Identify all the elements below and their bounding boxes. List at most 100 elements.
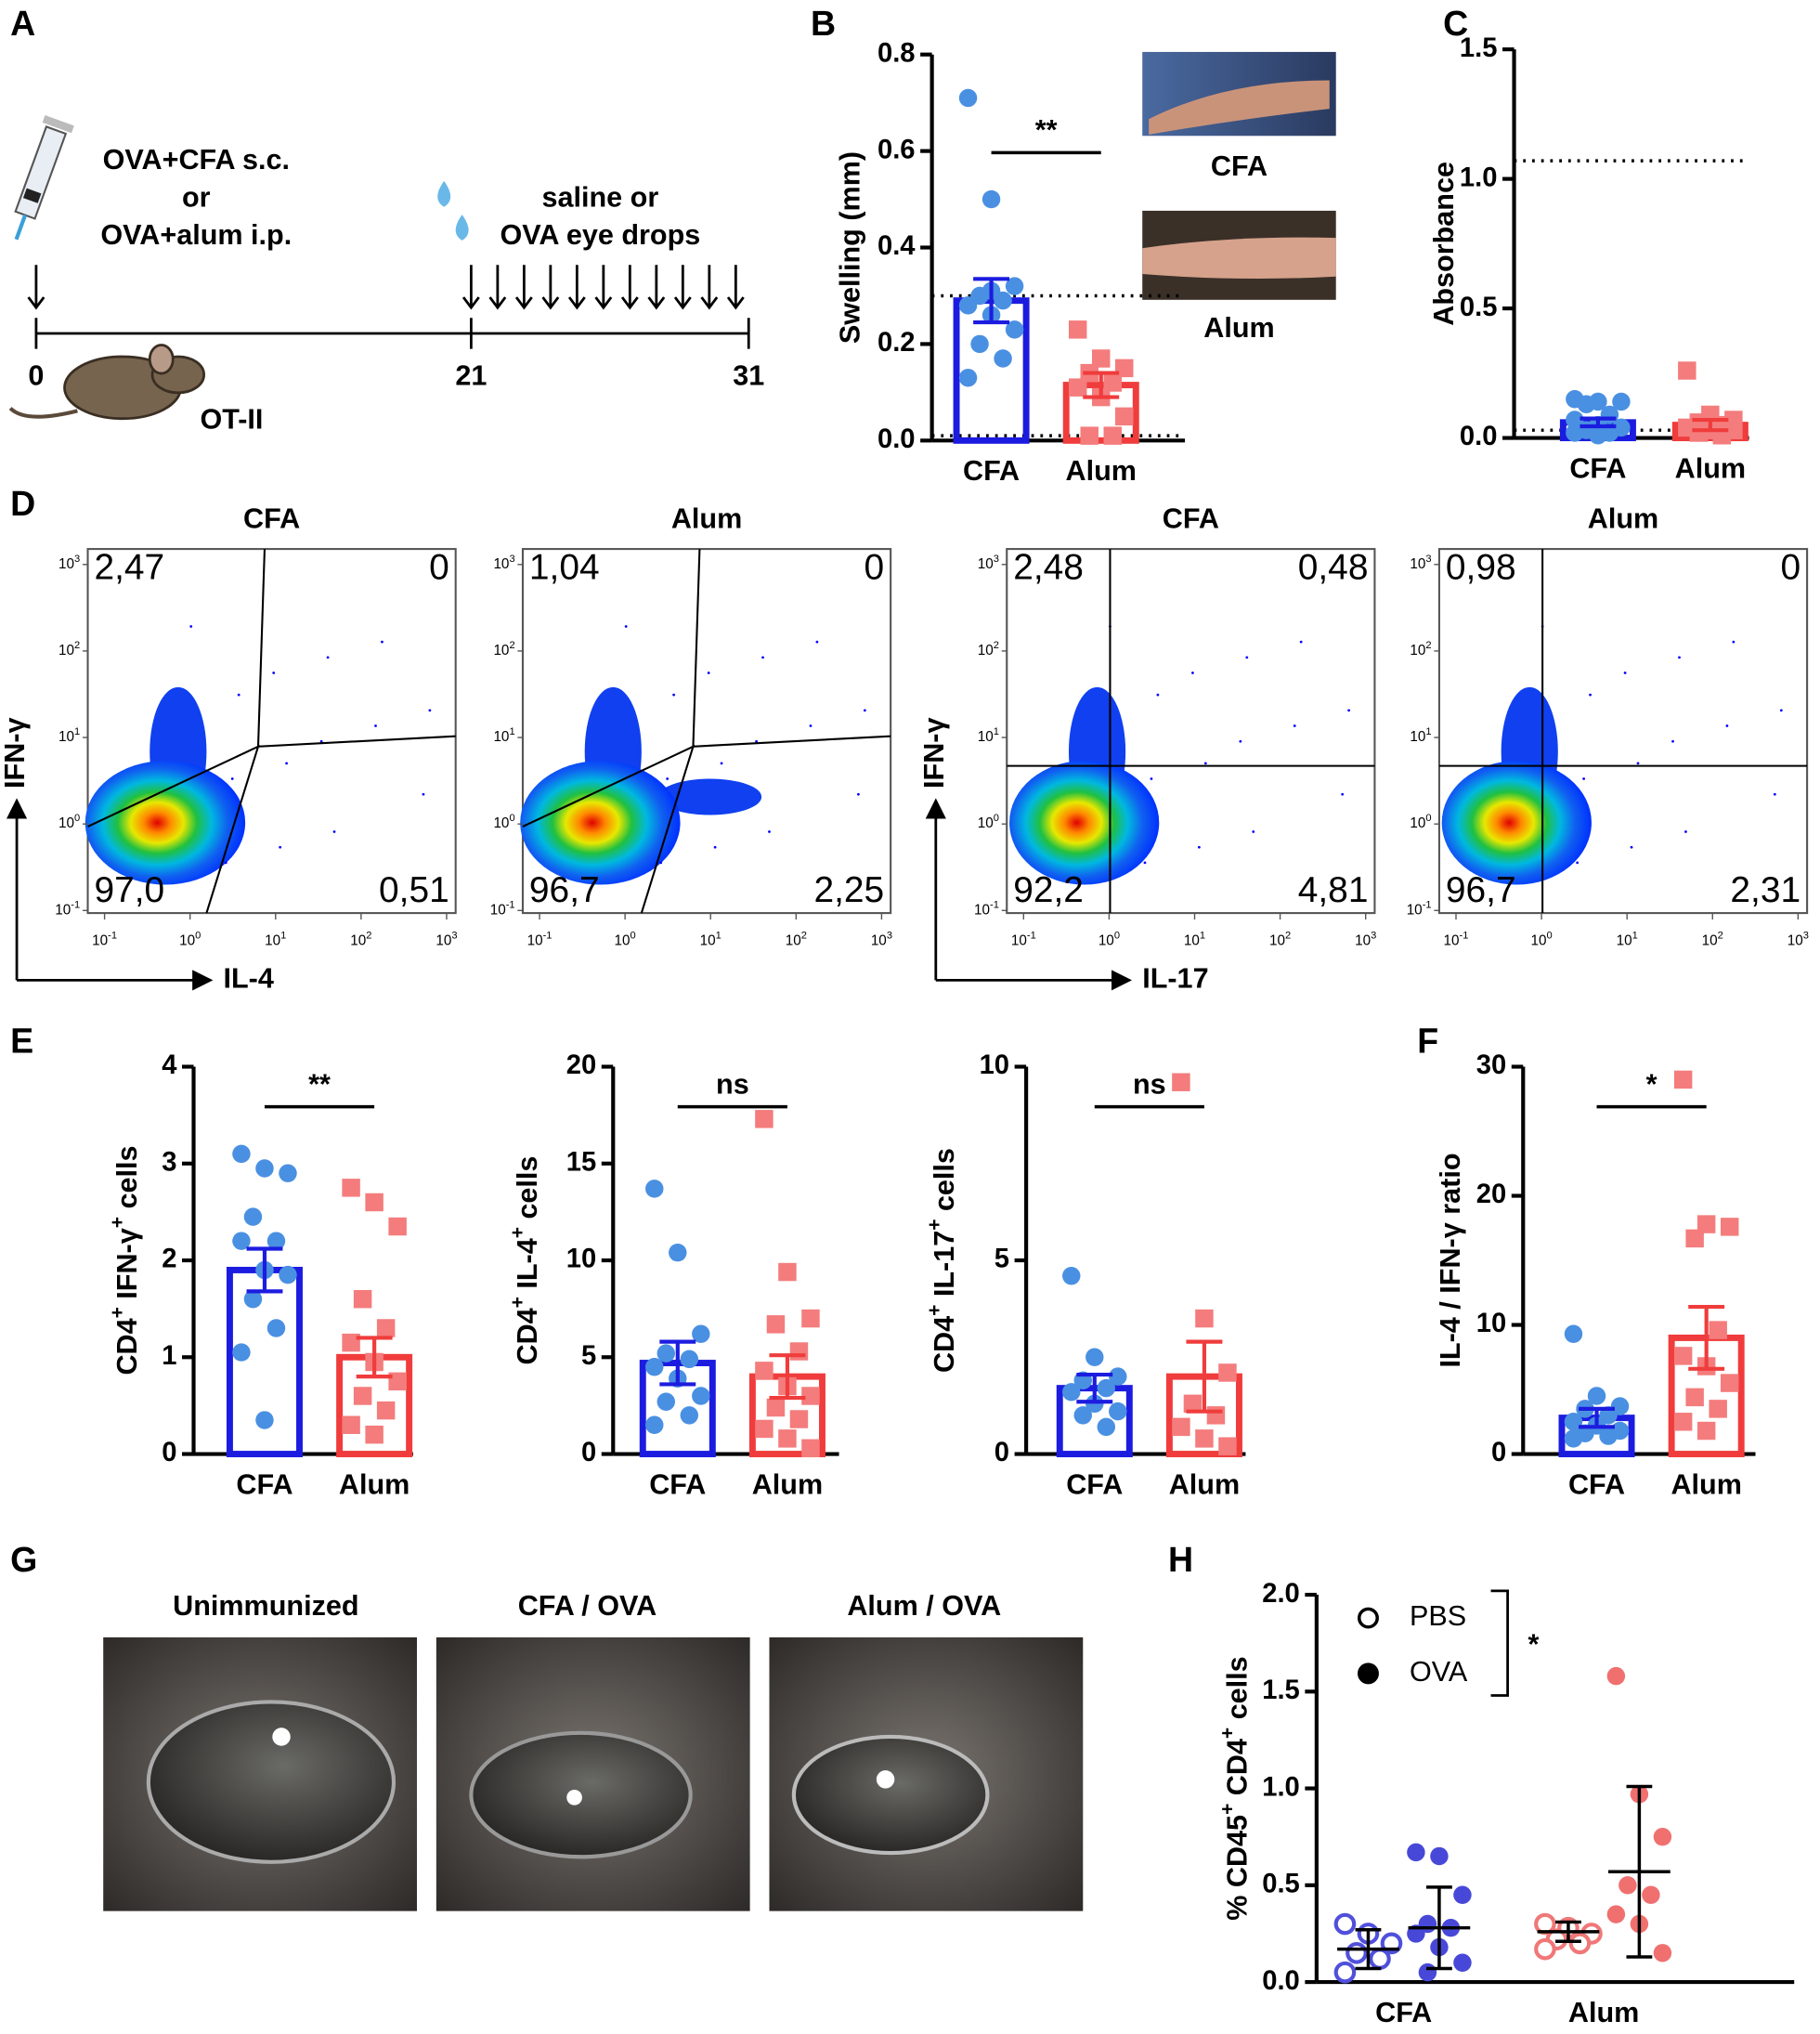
arrow xyxy=(462,265,480,310)
y-tick-label: 10 xyxy=(980,1050,1009,1080)
event-dot xyxy=(815,640,819,644)
y-tick-label: 10-1 xyxy=(490,899,515,918)
photo-label: CFA xyxy=(1211,150,1268,182)
data-point xyxy=(353,1290,372,1309)
data-point xyxy=(243,1290,263,1309)
event-dot xyxy=(1779,709,1783,712)
density xyxy=(1009,761,1160,885)
data-point xyxy=(1606,1666,1626,1686)
data-point xyxy=(1333,1961,1357,1984)
significance-label: ns xyxy=(716,1068,749,1100)
y-tick-label: 103 xyxy=(58,554,80,572)
tick-exponent: 2 xyxy=(1718,931,1723,942)
data-point xyxy=(645,1415,664,1434)
error-bar xyxy=(769,1353,806,1401)
quadrant-value: 2,47 xyxy=(94,548,164,588)
data-point xyxy=(1587,1387,1606,1405)
y-tick-label: 103 xyxy=(978,554,999,572)
data-point xyxy=(342,1179,360,1197)
data-point xyxy=(1689,424,1709,442)
y-tick-label: 103 xyxy=(1410,554,1431,572)
tick-exponent: -1 xyxy=(506,899,515,910)
data-point xyxy=(1195,1309,1214,1328)
photo-title: CFA / OVA xyxy=(518,1590,657,1622)
data-point xyxy=(1068,378,1087,397)
tick-base: 10 xyxy=(1410,729,1425,745)
density-lobe xyxy=(657,778,762,815)
photo-title: Unimmunized xyxy=(173,1590,358,1622)
event-dot xyxy=(230,777,234,780)
flow-y-label: IFN-γ xyxy=(918,718,950,789)
data-point xyxy=(1599,1427,1618,1445)
y-axis-label: Swelling (mm) xyxy=(835,151,866,344)
y-tick-label: 0.4 xyxy=(878,231,916,261)
flow-title: CFA xyxy=(1163,503,1219,535)
event-dot xyxy=(1623,671,1627,674)
data-point xyxy=(1709,1400,1727,1418)
data-point xyxy=(232,1343,251,1362)
event-dot xyxy=(374,724,377,727)
event-dot xyxy=(1191,671,1194,674)
tick-base: 10 xyxy=(871,933,887,949)
y-tick-label: 0.8 xyxy=(878,38,916,68)
tick-exponent: 2 xyxy=(509,640,514,651)
data-point xyxy=(755,1362,774,1380)
tick-base: 10 xyxy=(1444,933,1460,949)
x-tick-label: Alum xyxy=(339,1468,410,1500)
y-axis-label-part: cells xyxy=(111,1146,143,1218)
event-dot xyxy=(624,625,628,628)
event-dot xyxy=(659,861,663,865)
tick-exponent: 2 xyxy=(366,931,371,942)
y-tick-label: 102 xyxy=(493,640,514,658)
x-tick-label: CFA xyxy=(1066,1468,1123,1500)
data-point xyxy=(255,1411,274,1429)
legend-label: OVA xyxy=(1410,1656,1468,1688)
day-label: 31 xyxy=(733,359,764,391)
quadrant-value: 1,04 xyxy=(529,548,600,588)
data-point xyxy=(1642,1885,1660,1904)
error-bar xyxy=(1692,417,1729,433)
y-tick-label: 0.5 xyxy=(1460,293,1498,322)
event-dot xyxy=(1341,792,1345,796)
data-point xyxy=(388,1372,407,1391)
y-tick-label: 101 xyxy=(978,726,999,745)
data-point xyxy=(656,1344,676,1363)
data-point xyxy=(789,1342,809,1361)
x-tick-label: 10-1 xyxy=(527,931,552,949)
event-dot xyxy=(1773,792,1776,796)
y-tick-label: 100 xyxy=(493,813,514,831)
data-point xyxy=(778,1429,797,1448)
drops xyxy=(437,180,469,241)
x-tick-label: 101 xyxy=(1617,931,1638,949)
legend-marker xyxy=(1358,1607,1379,1629)
event-dot xyxy=(1197,845,1201,849)
mouse xyxy=(8,344,206,421)
tick-exponent: 0 xyxy=(1114,931,1120,942)
syringe xyxy=(14,115,74,241)
tick-exponent: 2 xyxy=(1425,640,1431,651)
day-label: 0 xyxy=(28,359,44,391)
tick-exponent: 1 xyxy=(280,931,286,942)
tick-exponent: 2 xyxy=(801,931,807,942)
panel-letter: A xyxy=(10,4,35,43)
data-point xyxy=(1618,1876,1637,1895)
data-point xyxy=(1453,1885,1472,1904)
error-bar xyxy=(659,1339,696,1387)
x-tick-label: Alum xyxy=(1066,455,1137,487)
x-tick-label: CFA xyxy=(236,1468,292,1500)
gate xyxy=(522,549,891,914)
data-point xyxy=(1080,426,1098,445)
arrow xyxy=(27,265,46,310)
event-dot xyxy=(1293,724,1296,727)
x-tick-label: CFA xyxy=(1568,1468,1625,1500)
legend-label: PBS xyxy=(1410,1600,1466,1632)
tick-base: 10 xyxy=(978,643,994,658)
data-point xyxy=(388,1217,407,1236)
tick-base: 10 xyxy=(350,933,366,949)
event-dot xyxy=(755,739,758,743)
event-dot xyxy=(224,861,228,865)
tick-base: 10 xyxy=(1410,643,1425,658)
density xyxy=(84,761,246,885)
quadrant-value: 2,48 xyxy=(1013,548,1084,588)
